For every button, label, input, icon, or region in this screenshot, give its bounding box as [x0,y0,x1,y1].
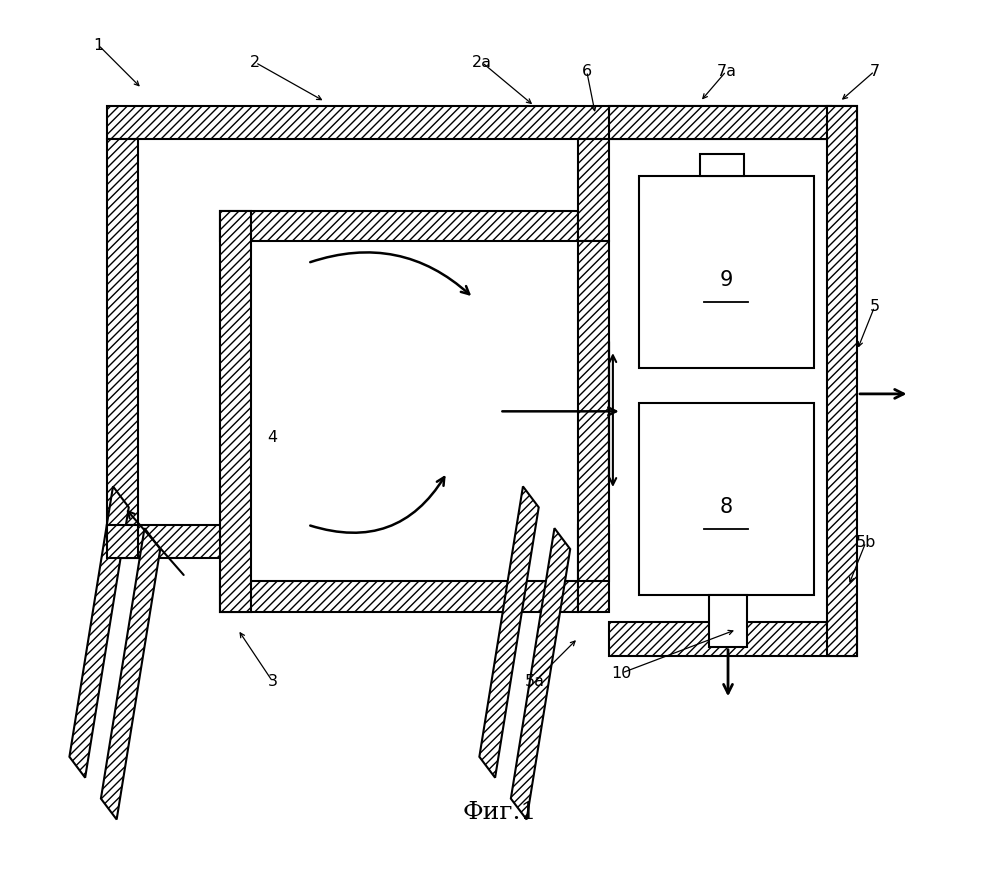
Bar [107,525,138,558]
Text: 5a: 5a [524,675,544,690]
Bar [608,622,857,655]
Bar [107,139,138,525]
Bar [107,106,831,139]
Text: 3: 3 [268,675,278,690]
Polygon shape [480,487,538,778]
Bar [826,106,857,655]
Text: 9: 9 [719,270,733,290]
Polygon shape [69,487,129,778]
Bar [221,211,578,242]
Bar [700,154,743,176]
Text: 7a: 7a [716,64,736,79]
Bar [578,139,608,242]
Text: 2a: 2a [473,55,493,70]
Text: 1: 1 [93,38,104,52]
Text: 5: 5 [869,299,879,314]
Bar [639,176,813,368]
Bar [578,525,608,612]
Text: 4: 4 [268,430,278,445]
Text: 8: 8 [719,497,733,517]
Polygon shape [510,528,570,820]
Text: Фиг.1: Фиг.1 [463,801,536,824]
Text: 10: 10 [611,666,631,681]
Text: 2: 2 [250,55,261,70]
Bar [107,525,238,558]
Bar [578,242,608,581]
Text: 7: 7 [869,64,879,79]
Text: 5b: 5b [856,535,876,550]
Text: 6: 6 [581,64,591,79]
Bar [709,594,747,647]
Polygon shape [101,528,160,820]
Bar [221,211,251,612]
Bar [608,106,857,139]
Bar [221,581,578,612]
Bar [639,402,813,594]
